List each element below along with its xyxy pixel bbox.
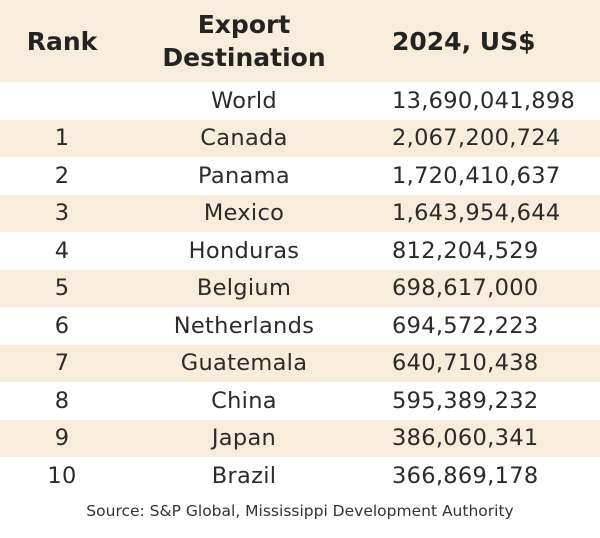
table-row: 6 Netherlands 694,572,223: [0, 307, 600, 345]
value-cell: 13,690,041,898: [392, 87, 576, 114]
table-row: World 13,690,041,898: [0, 82, 600, 120]
rank-cell: 1: [54, 125, 70, 152]
destination-cell: Canada: [200, 125, 288, 152]
destination-cell: Mexico: [203, 200, 285, 227]
value-cell: 1,720,410,637: [392, 162, 561, 189]
rank-cell: 7: [54, 350, 70, 377]
rank-cell: 6: [54, 312, 70, 339]
rank-cell: 8: [54, 387, 70, 414]
header-destination: Export Destination: [124, 8, 364, 74]
rank-cell: 9: [54, 425, 70, 452]
header-destination-line2: Destination: [162, 43, 326, 72]
header-value: 2024, US$: [392, 26, 536, 56]
table-row: 2 Panama 1,720,410,637: [0, 157, 600, 195]
value-cell: 812,204,529: [392, 237, 539, 264]
rank-cell: 4: [54, 237, 70, 264]
value-cell: 640,710,438: [392, 350, 539, 377]
destination-cell: Guatemala: [180, 350, 308, 377]
header-rank: Rank: [26, 26, 98, 56]
table-row: 7 Guatemala 640,710,438: [0, 344, 600, 382]
value-cell: 386,060,341: [392, 425, 539, 452]
rank-cell: 3: [54, 200, 70, 227]
export-table: Rank Export Destination 2024, US$ World …: [0, 0, 600, 495]
destination-cell: World: [211, 87, 277, 114]
destination-cell: China: [211, 387, 277, 414]
value-cell: 2,067,200,724: [392, 125, 561, 152]
value-cell: 1,643,954,644: [392, 200, 561, 227]
destination-cell: Panama: [198, 162, 290, 189]
value-cell: 694,572,223: [392, 312, 539, 339]
table-header: Rank Export Destination 2024, US$: [0, 0, 600, 82]
destination-cell: Japan: [211, 425, 277, 452]
rank-cell: 10: [47, 462, 77, 489]
rank-cell: 2: [54, 162, 70, 189]
header-destination-line1: Export: [197, 10, 291, 39]
destination-cell: Honduras: [188, 237, 300, 264]
table-row: 3 Mexico 1,643,954,644: [0, 194, 600, 232]
table-row: 5 Belgium 698,617,000: [0, 269, 600, 307]
table-row: 4 Honduras 812,204,529: [0, 232, 600, 270]
table-row: 9 Japan 386,060,341: [0, 419, 600, 457]
value-cell: 595,389,232: [392, 387, 539, 414]
table-row: 8 China 595,389,232: [0, 382, 600, 420]
destination-cell: Belgium: [196, 275, 292, 302]
destination-cell: Brazil: [211, 462, 277, 489]
rank-cell: 5: [54, 275, 70, 302]
table-row: 1 Canada 2,067,200,724: [0, 119, 600, 157]
table-row: 10 Brazil 366,869,178: [0, 457, 600, 495]
value-cell: 366,869,178: [392, 462, 539, 489]
value-cell: 698,617,000: [392, 275, 539, 302]
destination-cell: Netherlands: [173, 312, 315, 339]
source-note: Source: S&P Global, Mississippi Developm…: [86, 502, 514, 520]
